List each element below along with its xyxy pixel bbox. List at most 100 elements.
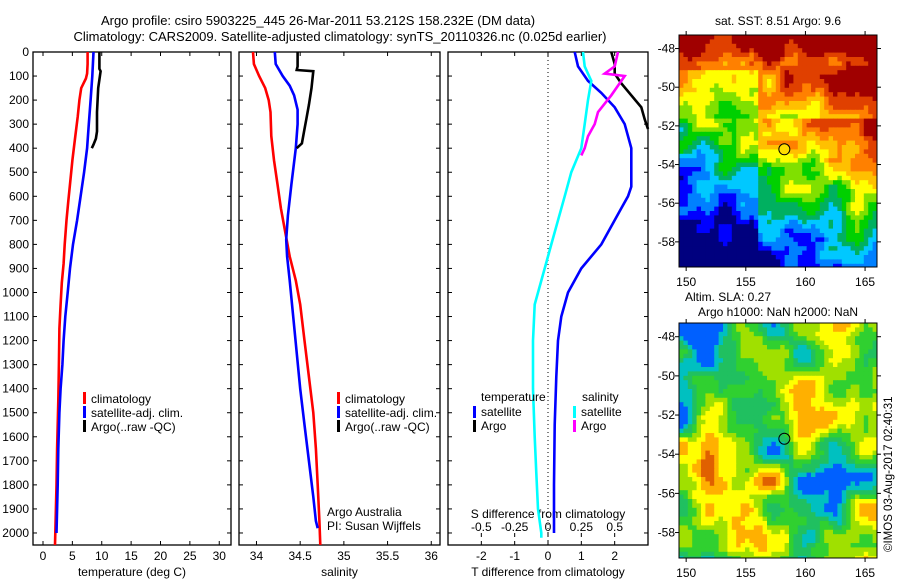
heatmap-cell [846,52,852,58]
heatmap-cell [749,538,755,544]
heatmap-cell [846,57,852,62]
heatmap-cell [872,397,878,403]
heatmap-cell [705,512,711,518]
heatmap-cell [762,202,768,208]
depth-tick-label: 1900 [2,502,29,516]
heatmap-cell [859,219,865,225]
heatmap-cell [727,43,733,49]
heatmap-cell [868,206,874,212]
heatmap-cell [701,481,706,487]
heatmap-cell [841,43,847,49]
heatmap-cell [701,70,706,76]
heatmap-cell [687,123,693,128]
heatmap-cell [789,202,794,208]
heatmap-cell [828,503,834,509]
heatmap-cell [793,419,799,425]
heatmap-cell [758,441,764,447]
heatmap-cell [696,534,702,540]
heatmap-cell [696,481,702,487]
heatmap-cell [819,393,825,399]
heatmap-cell [824,263,830,269]
heatmap-cell [709,441,715,447]
heatmap-cell [679,109,684,115]
heatmap-cell [679,419,684,425]
heatmap-cell [806,197,812,203]
heatmap-cell [731,419,737,425]
heatmap-cell [850,472,856,478]
heatmap-cell [846,481,852,487]
heatmap-cell [868,380,874,386]
heatmap-cell [819,162,825,168]
heatmap-cell [771,446,777,452]
heatmap-cell [815,485,821,491]
heatmap-cell [714,83,720,89]
heatmap-cell [723,65,728,71]
heatmap-cell [802,145,808,150]
heatmap-cell [789,48,794,54]
heatmap-cell [727,131,733,137]
heatmap-cell [797,259,803,265]
heatmap-cell [731,39,737,45]
heatmap-cell [859,345,865,350]
legend-label-climatology: climatology [91,392,151,406]
heatmap-cell [833,131,838,137]
heatmap-cell [758,494,764,500]
heatmap-cell [872,193,878,199]
heatmap-cell [824,327,830,333]
heatmap-cell [701,241,706,247]
heatmap-cell [833,184,838,190]
heatmap-cell [868,441,874,447]
heatmap-cell [841,494,847,500]
heatmap-cell [868,70,874,76]
heatmap-cell [692,375,698,381]
heatmap-cell [784,441,790,447]
heatmap-cell [837,175,843,181]
heatmap-cell [749,193,755,199]
heatmap-cell [784,433,790,438]
heatmap-cell [850,525,856,531]
heatmap-cell [709,241,715,247]
heatmap-cell [833,411,838,416]
heatmap-cell [767,228,772,234]
heatmap-cell [850,428,856,434]
temperature-xlabel: temperature (deg C) [78,565,186,579]
heatmap-cell [815,241,821,247]
heatmap-cell [718,345,724,350]
heatmap-cell [736,39,742,45]
heatmap-cell [863,224,869,230]
heatmap-cell [736,250,742,256]
heatmap-cell [709,127,715,133]
heatmap-cell [846,43,852,49]
heatmap-cell [753,127,759,133]
heatmap-cell [846,255,852,260]
heatmap-cell [859,233,865,238]
heatmap-cell [828,118,834,124]
heatmap-cell [687,211,693,216]
heatmap-cell [811,79,816,84]
heatmap-cell [855,101,860,106]
heatmap-cell [797,362,803,368]
heatmap-cell [692,525,698,531]
heatmap-cell [828,516,834,522]
heatmap-cell [859,389,865,394]
heatmap-cell [850,406,856,412]
heatmap-cell [705,35,711,40]
heatmap-cell [775,424,781,430]
heatmap-cell [789,481,794,487]
heatmap-cell [837,184,843,190]
heatmap-cell [731,105,737,111]
heatmap-cell [855,123,860,128]
heatmap-cell [859,162,865,168]
heatmap-cell [683,393,689,399]
heatmap-cell [837,507,843,513]
heatmap-cell [705,402,711,408]
heatmap-cell [679,521,684,526]
heatmap-cell [705,494,711,500]
heatmap-cell [828,202,834,208]
heatmap-cell [872,402,878,408]
heatmap-cell [837,331,843,337]
temperature-xtick-label: 30 [213,549,227,563]
heatmap-cell [687,397,693,403]
heatmap-cell [837,145,843,150]
heatmap-cell [863,446,869,452]
